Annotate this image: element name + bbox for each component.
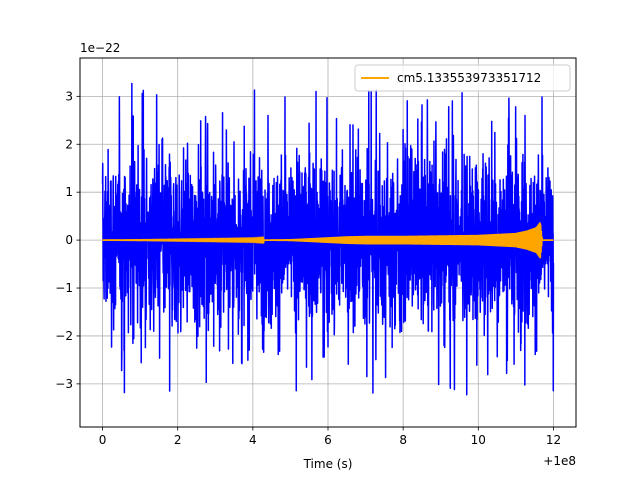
- legend-label: cm5.133553973351712: [397, 71, 541, 85]
- plot-area: [101, 82, 555, 396]
- x-tick-label: 2: [174, 433, 182, 447]
- x-tick-label: 0: [99, 433, 107, 447]
- y-tick-label: −1: [55, 281, 73, 295]
- y-tick-label: −3: [55, 377, 73, 391]
- x-axis-label: Time (s): [303, 457, 353, 471]
- y-tick-label: 1: [65, 185, 73, 199]
- y-tick-label: 0: [65, 233, 73, 247]
- x-tick-label: 4: [249, 433, 257, 447]
- noise-series-line: [101, 82, 555, 396]
- legend-box: [354, 64, 571, 92]
- x-tick-label: 8: [399, 433, 407, 447]
- x-tick-label: 10: [471, 433, 486, 447]
- y-tick-label: −2: [55, 329, 73, 343]
- y-tick-label: 3: [65, 89, 73, 103]
- y-tick-label: 2: [65, 137, 73, 151]
- y-multiplier-label: 1e−22: [80, 41, 120, 55]
- template-series-line: [102, 222, 554, 259]
- legend: cm5.133553973351712: [354, 64, 571, 92]
- x-tick-label: 12: [546, 433, 561, 447]
- x-tick-label: 6: [324, 433, 332, 447]
- x-offset-label: +1e8: [543, 454, 576, 468]
